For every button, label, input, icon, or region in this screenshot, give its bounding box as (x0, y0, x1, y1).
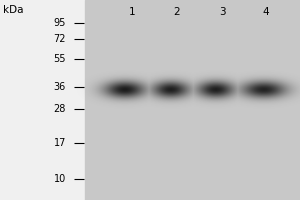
Text: 1: 1 (129, 7, 135, 17)
Text: 17: 17 (54, 138, 66, 148)
Text: 4: 4 (262, 7, 269, 17)
Text: 55: 55 (53, 54, 66, 64)
Text: 95: 95 (54, 18, 66, 28)
Text: 28: 28 (54, 104, 66, 114)
Text: 10: 10 (54, 174, 66, 184)
Text: 36: 36 (54, 82, 66, 92)
Text: 3: 3 (219, 7, 225, 17)
Text: kDa: kDa (3, 5, 23, 15)
Text: 72: 72 (53, 34, 66, 44)
Bar (85, 0, 300, 200)
Text: 2: 2 (174, 7, 180, 17)
